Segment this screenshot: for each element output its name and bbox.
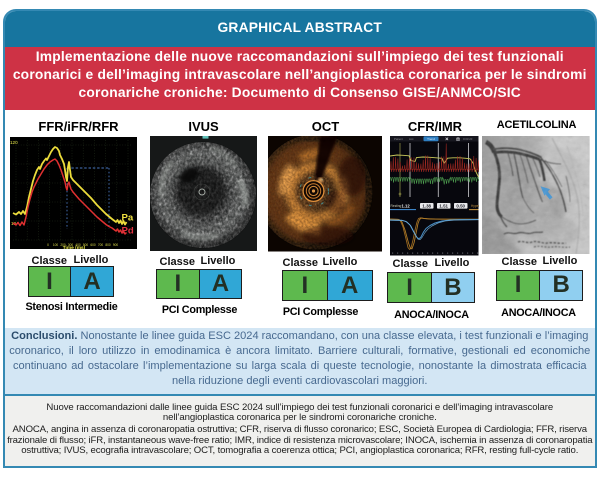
svg-text:300: 300 — [68, 243, 74, 247]
svg-text:1.38: 1.38 — [423, 204, 432, 209]
svg-text:Time (ms): Time (ms) — [63, 245, 86, 249]
svg-text:400: 400 — [75, 243, 81, 247]
svg-text:Pd: Pd — [121, 225, 133, 236]
svg-text:0.50: 0.50 — [457, 204, 466, 209]
svg-text:600: 600 — [90, 243, 96, 247]
svg-text:✕: ✕ — [445, 137, 449, 142]
svg-text:Resting: Resting — [391, 204, 402, 208]
svg-text:800: 800 — [105, 243, 111, 247]
svg-text:Pa: Pa — [121, 212, 133, 223]
svg-text:List: List — [409, 137, 414, 141]
svg-text:1.51: 1.51 — [440, 204, 449, 209]
svg-text:Hyper: Hyper — [471, 204, 479, 208]
svg-text:900: 900 — [113, 243, 119, 247]
svg-text:⚖: ⚖ — [456, 137, 460, 142]
svg-text:100: 100 — [53, 243, 59, 247]
svg-text:Patient: Patient — [394, 137, 403, 141]
svg-text:0: 0 — [47, 243, 49, 247]
svg-text:Trend: Trend — [428, 137, 436, 141]
svg-text:1.12: 1.12 — [402, 204, 411, 209]
svg-text:500: 500 — [83, 243, 89, 247]
svg-text:700: 700 — [98, 243, 104, 247]
svg-text:0:03:20: 0:03:20 — [463, 137, 473, 141]
svg-text:200: 200 — [60, 243, 66, 247]
svg-text:120: 120 — [10, 140, 18, 145]
